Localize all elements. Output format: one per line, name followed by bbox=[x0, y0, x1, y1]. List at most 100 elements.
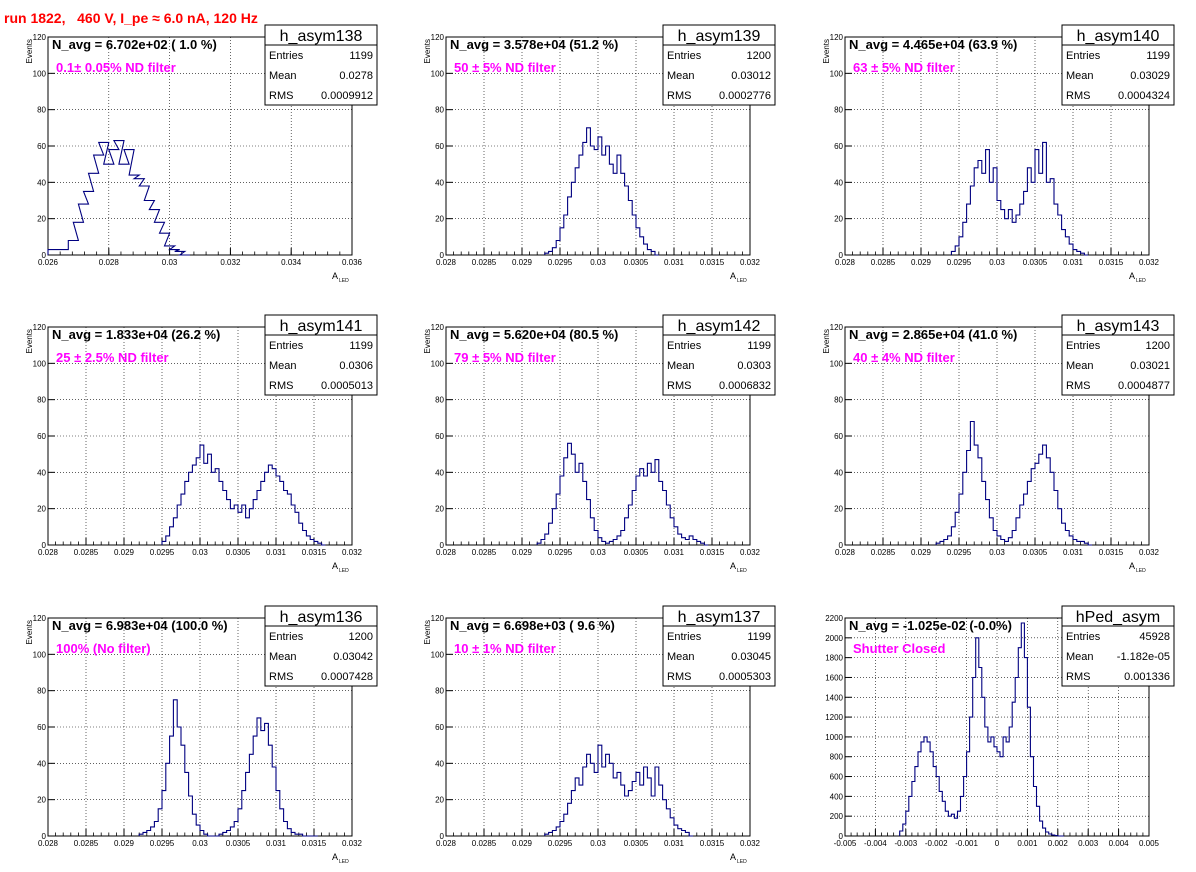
histogram-bin bbox=[982, 697, 985, 836]
x-tick-label: 0 bbox=[995, 839, 1000, 848]
histogram-bin bbox=[1006, 742, 1009, 836]
x-tick-label: 0.03 bbox=[192, 548, 208, 557]
histogram-bin bbox=[970, 421, 974, 545]
x-axis-label: A bbox=[1129, 271, 1135, 281]
x-tick-label: 0.031 bbox=[664, 548, 685, 557]
histogram-bin bbox=[1020, 204, 1024, 255]
histogram-bin bbox=[173, 518, 177, 545]
histogram-bin bbox=[242, 505, 246, 545]
histogram-bin bbox=[549, 832, 553, 836]
x-tick-label: 0.029 bbox=[114, 839, 135, 848]
x-tick-label: 0.028 bbox=[436, 548, 457, 557]
stat-label: Entries bbox=[269, 631, 304, 643]
histogram-bin bbox=[568, 803, 572, 836]
x-tick-label: 0.029 bbox=[911, 548, 932, 557]
x-tick-label: 0.002 bbox=[1048, 839, 1069, 848]
x-tick-label: 0.0315 bbox=[700, 548, 725, 557]
x-axis-label: A bbox=[332, 271, 338, 281]
histogram-bin bbox=[583, 767, 587, 836]
y-axis-label: Events bbox=[822, 329, 831, 353]
histogram-bin bbox=[944, 540, 948, 545]
x-tick-label: -0.004 bbox=[864, 839, 887, 848]
stat-label: Mean bbox=[1066, 70, 1094, 82]
stats-box bbox=[1061, 625, 1175, 687]
x-tick-label: 0.03 bbox=[989, 258, 1005, 267]
histogram-bin bbox=[219, 481, 223, 545]
stat-value: 1200 bbox=[349, 631, 373, 643]
x-tick-label: 0.029 bbox=[114, 548, 135, 557]
x-tick-label: 0.001 bbox=[1017, 839, 1038, 848]
y-tick-label: 40 bbox=[834, 178, 843, 187]
histogram-bin bbox=[927, 742, 930, 836]
histogram-bin bbox=[170, 736, 174, 836]
x-tick-label: 0.0305 bbox=[226, 548, 251, 557]
y-tick-label: 20 bbox=[834, 215, 843, 224]
histogram-bin bbox=[545, 253, 549, 255]
histogram-series-h_asym136 bbox=[138, 699, 318, 837]
x-axis-label: A bbox=[730, 271, 736, 281]
stat-value: 0.03042 bbox=[333, 651, 373, 663]
histogram-bin bbox=[979, 668, 982, 836]
histogram-bin bbox=[918, 752, 921, 836]
navg-label: N_avg = 6.702e+02 ( 1.0 %) bbox=[52, 37, 217, 52]
histogram-bin bbox=[594, 150, 598, 255]
y-tick-label: 120 bbox=[431, 33, 445, 42]
y-tick-label: 40 bbox=[435, 759, 444, 768]
stat-label: Entries bbox=[1066, 340, 1101, 352]
stat-value: 0.0009912 bbox=[321, 90, 373, 102]
histogram-bin bbox=[579, 463, 583, 545]
histogram-bin bbox=[571, 454, 575, 545]
histogram-bin bbox=[556, 240, 560, 255]
y-tick-label: 20 bbox=[37, 505, 46, 514]
x-tick-label: 0.028 bbox=[436, 258, 457, 267]
histogram-bin bbox=[625, 518, 629, 545]
histogram-bin bbox=[940, 541, 944, 545]
histogram-bin bbox=[1043, 828, 1046, 836]
histogram-bin bbox=[1037, 806, 1040, 836]
y-tick-label: 2000 bbox=[825, 634, 843, 643]
x-tick-label: 0.03 bbox=[192, 839, 208, 848]
y-tick-label: 120 bbox=[431, 614, 445, 623]
histogram-bin bbox=[166, 536, 170, 545]
stat-label: Entries bbox=[667, 50, 702, 62]
histogram-bin bbox=[560, 821, 564, 836]
histogram-bin bbox=[1081, 253, 1085, 255]
histogram-bin bbox=[978, 458, 982, 545]
x-tick-label: 0.036 bbox=[342, 258, 363, 267]
histogram-bin bbox=[583, 142, 587, 255]
histogram-bin bbox=[644, 476, 648, 545]
x-tick-label: 0.032 bbox=[740, 839, 761, 848]
stat-label: RMS bbox=[269, 380, 293, 392]
y-axis-label: Events bbox=[25, 39, 34, 63]
y-tick-label: 120 bbox=[431, 323, 445, 332]
histogram-bin bbox=[189, 796, 193, 836]
stat-value: 1199 bbox=[747, 340, 771, 352]
filter-note: 40 ± 4% ND filter bbox=[853, 350, 955, 365]
y-tick-label: 40 bbox=[37, 759, 46, 768]
stat-value: 0.03012 bbox=[731, 70, 771, 82]
histogram-bin bbox=[606, 754, 610, 836]
histogram-bin bbox=[640, 237, 644, 255]
stat-label: Entries bbox=[667, 340, 702, 352]
histogram-bin bbox=[948, 816, 951, 836]
x-tick-label: 0.0285 bbox=[472, 258, 497, 267]
histogram-bin bbox=[948, 536, 952, 545]
y-tick-label: 80 bbox=[435, 106, 444, 115]
y-axis-label: Events bbox=[25, 620, 34, 644]
histogram-bin bbox=[655, 460, 659, 545]
stat-label: RMS bbox=[667, 90, 691, 102]
navg-label: N_avg = -1.025e-02 (-0.0%) bbox=[849, 618, 1012, 633]
histogram-bin bbox=[1050, 472, 1054, 545]
x-axis-label-sub: LED bbox=[737, 278, 747, 284]
y-tick-label: 0 bbox=[839, 832, 844, 841]
histogram-bin bbox=[689, 536, 693, 545]
x-tick-label: 0.0295 bbox=[548, 548, 573, 557]
histogram-bin bbox=[1049, 834, 1052, 836]
histogram-bin bbox=[921, 742, 924, 836]
x-tick-label: 0.031 bbox=[1063, 548, 1084, 557]
x-tick-label: 0.0285 bbox=[871, 258, 896, 267]
histogram-bin bbox=[933, 767, 936, 836]
y-tick-label: 0 bbox=[440, 832, 445, 841]
histogram-panel-h_asym138: 0.026 0.028 0.03 0.032 0.034 0.036 0 20 40 60 80 10… bbox=[25, 24, 378, 284]
x-tick-label: 0.0295 bbox=[548, 258, 573, 267]
